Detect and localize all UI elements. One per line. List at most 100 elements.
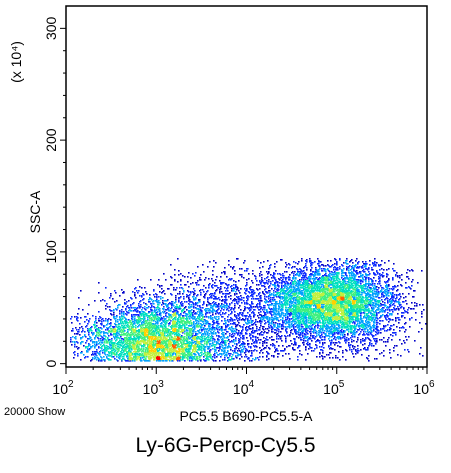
- event-dot: [176, 354, 178, 356]
- event-dot: [208, 325, 210, 327]
- event-dot: [155, 355, 157, 357]
- event-dot: [362, 321, 364, 323]
- event-dot: [165, 339, 167, 341]
- event-dot: [292, 283, 294, 285]
- event-dot: [159, 317, 161, 319]
- event-dot: [347, 303, 349, 305]
- event-dot: [292, 302, 294, 304]
- event-dot: [116, 353, 118, 355]
- event-dot: [160, 357, 162, 359]
- event-dot: [207, 346, 209, 348]
- event-dot: [132, 328, 134, 330]
- event-dot: [212, 348, 214, 350]
- event-dot: [81, 331, 83, 333]
- event-dot: [377, 318, 379, 320]
- event-dot: [82, 341, 84, 343]
- event-dot: [358, 315, 360, 317]
- event-dot: [154, 355, 156, 357]
- event-dot: [162, 343, 164, 345]
- event-dot: [322, 356, 324, 358]
- event-dot: [186, 343, 188, 345]
- event-dot: [181, 320, 183, 322]
- event-dot: [368, 285, 370, 287]
- event-dot: [243, 344, 245, 346]
- event-dot: [158, 331, 160, 333]
- event-dot: [206, 357, 208, 359]
- event-dot: [323, 322, 325, 324]
- event-dot: [329, 298, 331, 300]
- event-dot: [305, 327, 307, 329]
- event-dot: [129, 345, 131, 347]
- event-dot: [137, 319, 139, 321]
- event-dot: [96, 342, 98, 344]
- event-dot: [223, 282, 225, 284]
- event-dot: [173, 353, 175, 355]
- event-dot: [194, 335, 196, 337]
- event-dot: [314, 317, 316, 319]
- event-dot: [98, 327, 100, 329]
- event-dot: [235, 340, 237, 342]
- event-dot: [194, 358, 196, 360]
- event-dot: [291, 310, 293, 312]
- event-dot: [120, 319, 122, 321]
- event-dot: [132, 359, 134, 361]
- event-dot: [199, 301, 201, 303]
- event-dot: [203, 359, 205, 361]
- event-dot: [149, 351, 151, 353]
- event-dot: [170, 342, 172, 344]
- event-dot: [204, 338, 206, 340]
- event-dot: [158, 336, 160, 338]
- event-dot: [180, 345, 182, 347]
- event-dot: [106, 324, 108, 326]
- event-dot: [170, 357, 172, 359]
- event-dot: [345, 349, 347, 351]
- event-dot: [142, 357, 144, 359]
- event-dot: [310, 323, 312, 325]
- event-dot: [127, 339, 129, 341]
- event-dot: [336, 294, 338, 296]
- event-dot: [315, 292, 317, 294]
- event-dot: [167, 346, 169, 348]
- event-dot: [116, 339, 118, 341]
- event-dot: [174, 341, 176, 343]
- event-dot: [156, 328, 158, 330]
- event-dot: [151, 341, 153, 343]
- event-dot: [383, 288, 385, 290]
- event-dot: [265, 328, 267, 330]
- event-dot: [186, 332, 188, 334]
- event-dot: [305, 337, 307, 339]
- event-dot: [405, 336, 407, 338]
- event-dot: [81, 352, 83, 354]
- event-dot: [114, 342, 116, 344]
- event-dot: [145, 349, 147, 351]
- event-dot: [289, 286, 291, 288]
- event-dot: [314, 303, 316, 305]
- event-dot: [356, 267, 358, 269]
- event-dot: [138, 348, 140, 350]
- event-dot: [299, 291, 301, 293]
- event-dot: [398, 309, 400, 311]
- event-dot: [150, 348, 152, 350]
- event-dot: [341, 273, 343, 275]
- event-dot: [173, 345, 175, 347]
- event-dot: [146, 347, 148, 349]
- event-dot: [131, 354, 133, 356]
- event-dot: [166, 338, 168, 340]
- event-dot: [232, 354, 234, 356]
- event-dot: [378, 300, 380, 302]
- event-dot: [254, 346, 256, 348]
- event-dot: [151, 330, 153, 332]
- event-dot: [130, 345, 132, 347]
- event-dot: [301, 312, 303, 314]
- event-dot: [160, 343, 162, 345]
- event-dot: [367, 323, 369, 325]
- event-dot: [268, 296, 270, 298]
- event-dot: [297, 296, 299, 298]
- event-dot: [142, 307, 144, 309]
- event-dot: [180, 319, 182, 321]
- event-dot: [146, 360, 148, 362]
- event-dot: [345, 342, 347, 344]
- event-dot: [312, 278, 314, 280]
- event-dot: [195, 335, 197, 337]
- event-dot: [86, 340, 88, 342]
